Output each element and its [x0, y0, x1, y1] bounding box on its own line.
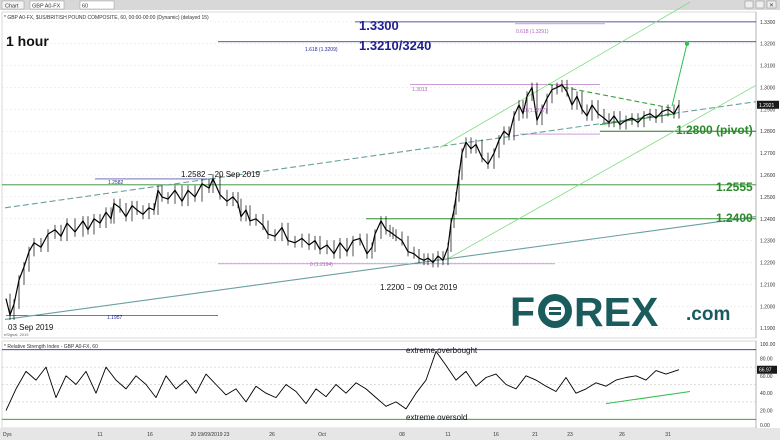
close-glyph: ✕ — [769, 3, 774, 9]
symbol-value: GBP A0-FX — [32, 4, 61, 10]
price-tick-label: 1.2900 — [760, 107, 776, 113]
chart-description: * GBP A0-FX, $US/BRITISH POUND COMPOSITE… — [4, 15, 209, 21]
last-price-label: 1.2921 — [759, 103, 775, 109]
logo-suffix: .com — [686, 304, 730, 325]
rsi-grid — [2, 349, 756, 420]
fib-0-2787-label: 0 (1.2787) — [524, 108, 547, 114]
time-tick-label: 26 — [619, 432, 625, 438]
toolbar — [0, 0, 780, 10]
projection-arrow-line — [671, 43, 688, 107]
channel-lower-line — [444, 84, 757, 261]
channel-upper-line — [439, 1, 691, 148]
rsi-support-trendline — [605, 390, 691, 405]
forex-logo: F REX .com — [510, 289, 730, 335]
support-trendline — [4, 216, 757, 320]
price-tick-label: 1.3300 — [760, 20, 776, 26]
time-tick-label: 21 — [532, 432, 538, 438]
logo-coin-icon — [538, 294, 572, 328]
timeframe-label: 1 hour — [6, 33, 49, 49]
price-tick-label: 1.2400 — [760, 217, 776, 223]
maximize-icon[interactable] — [755, 0, 765, 9]
restore-icon[interactable] — [744, 0, 754, 9]
price-tick-label: 1.2600 — [760, 173, 776, 179]
trendlines — [4, 1, 757, 320]
price-tick-label: 1.2300 — [760, 239, 776, 245]
price-tick-label: 1.3200 — [760, 42, 776, 48]
fib-0-618-label: 0.618 (1.3291) — [516, 29, 549, 35]
rsi-tick-label: 60.00 — [760, 374, 773, 380]
price-axis: 1.3300 1.3200 1.3100 1.3000 1.2900 1.2800 1.27… — [757, 20, 779, 332]
interval-value: 60 — [82, 4, 88, 10]
time-axis: 11 16 20 19/09/2019 23 26 Oct 08 11 16 21 23 26 31 — [97, 432, 671, 438]
rsi-title: * Relative Strength Index - GBP A0-FX, 6… — [4, 344, 98, 350]
time-tick-label: Oct — [318, 432, 326, 438]
fib-1-3013-label: 1.3013 — [412, 87, 428, 93]
price-tick-label: 1.2700 — [760, 151, 776, 157]
high-label: 1.2582 − 20 Sep 2019 — [181, 170, 261, 179]
time-tick-label: 08 — [399, 432, 405, 438]
price-tick-label: 1.2100 — [760, 282, 776, 288]
rsi-series — [5, 350, 691, 411]
price-tick-label: 1.1900 — [760, 326, 776, 332]
rsi-axis: 100.00 80.00 60.00 40.00 20.00 0.00 66.97 — [757, 342, 777, 429]
triangle-upper-line — [547, 83, 673, 109]
logo-rex: REX — [574, 289, 658, 335]
price-tick-label: 1.2000 — [760, 304, 776, 310]
time-tick-label: 16 — [147, 432, 153, 438]
annotations: 1.3300 1.3210/3240 1.2800 (pivot) 1.2555 1.2… — [8, 18, 753, 332]
price-tick-label: 1.3100 — [760, 64, 776, 70]
close-icon[interactable] — [766, 0, 777, 9]
fib-0-2194-label: 0 (1.2194) — [310, 262, 333, 268]
rsi-value-tag — [757, 365, 777, 374]
last-price-tag — [757, 100, 779, 109]
price-tick-label: 1.3000 — [760, 85, 776, 91]
resistance-dashed-trendline — [4, 101, 757, 209]
level-1-3210-3240-label: 1.3210/3240 — [359, 38, 431, 53]
time-tick-label: 11 — [445, 432, 450, 438]
time-tick-label: 16 — [493, 432, 499, 438]
fib-1-618-label: 1.618 (1.3209) — [305, 47, 338, 53]
window-controls: ✕ — [744, 0, 777, 9]
rsi-tick-label: 40.00 — [760, 391, 773, 397]
rsi-tick-label: 100.00 — [760, 342, 776, 348]
price-tick-label: 1.2500 — [760, 195, 776, 201]
horizontal-levels — [2, 21, 756, 316]
price-tick-label: 1.2800 — [760, 129, 776, 135]
interval-field[interactable] — [79, 0, 115, 10]
level-1-3300-label: 1.3300 — [359, 18, 399, 33]
price-series — [5, 79, 680, 320]
logo-f: F — [510, 289, 535, 335]
price-tick-label: 1.2200 — [760, 261, 776, 267]
overbought-label: extreme overbought — [406, 346, 478, 355]
credit-label: eSignal, 2019 — [4, 332, 29, 337]
time-tick-label: 23 — [567, 432, 573, 438]
oversold-label: extreme oversold — [406, 413, 467, 422]
rsi-line — [5, 350, 680, 411]
low-label: 1.2200 − 09 Oct 2019 — [380, 283, 458, 292]
time-tick-label: 20 19/09/2019 23 — [191, 432, 230, 438]
level-1-2400-label: 1.2400 — [716, 211, 753, 225]
projection-arrow-head — [684, 41, 690, 46]
time-axis-bar — [0, 428, 780, 440]
time-tick-label: 31 — [665, 432, 671, 438]
start-label: 03 Sep 2019 — [8, 323, 54, 332]
fib-1-1957-label: 1.1957 — [107, 315, 123, 321]
time-axis-corner: Dys — [3, 432, 12, 438]
pivot-label: 1.2800 (pivot) — [676, 123, 753, 137]
level-1-2555-label: 1.2555 — [716, 180, 753, 194]
time-tick-label: 26 — [269, 432, 275, 438]
rsi-tick-label: 20.00 — [760, 409, 773, 415]
rsi-tick-label: 0.00 — [760, 423, 770, 429]
time-tick-label: 11 — [97, 432, 102, 438]
chart-tab[interactable] — [1, 0, 25, 10]
chart-tab-label: Chart — [5, 4, 19, 10]
fib-1-2582-label: 1.2582 — [108, 180, 124, 186]
rsi-tick-label: 80.00 — [760, 356, 773, 362]
symbol-field[interactable] — [29, 0, 65, 10]
rsi-value-label: 66.97 — [759, 368, 772, 374]
